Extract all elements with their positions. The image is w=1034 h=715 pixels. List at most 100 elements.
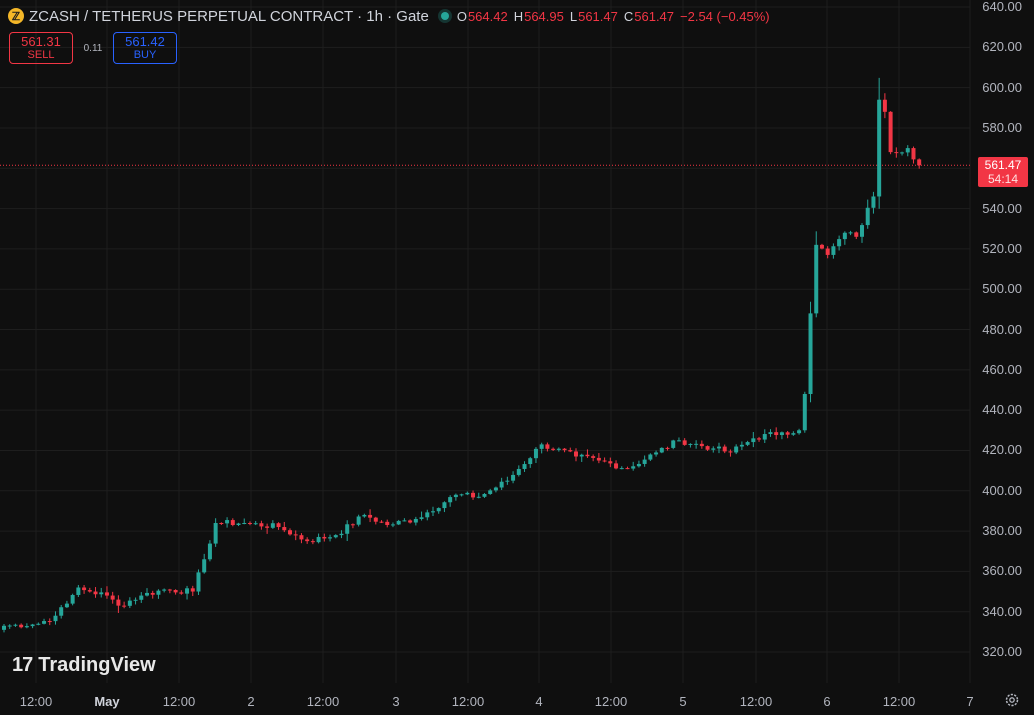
candle-body bbox=[814, 244, 819, 314]
candle-body bbox=[625, 468, 630, 470]
candle-body bbox=[185, 588, 190, 594]
candle-body bbox=[705, 446, 710, 450]
candle-body bbox=[139, 595, 144, 600]
price-tick-label: 340.00 bbox=[982, 603, 1022, 619]
price-tick-label: 460.00 bbox=[982, 361, 1022, 377]
price-tick-label: 440.00 bbox=[982, 402, 1022, 418]
sell-label: SELL bbox=[27, 49, 55, 61]
candle-body bbox=[299, 535, 304, 540]
candle-body bbox=[739, 444, 744, 447]
candle-body bbox=[162, 589, 167, 591]
candle-body bbox=[225, 520, 230, 524]
candlestick-series bbox=[2, 77, 922, 633]
candle-body bbox=[900, 152, 905, 154]
candle-body bbox=[877, 99, 882, 197]
time-tick-label: 2 bbox=[247, 694, 255, 709]
candle-body bbox=[362, 514, 367, 517]
candle-body bbox=[356, 516, 361, 525]
candle-body bbox=[156, 590, 161, 595]
time-tick-label: May bbox=[94, 694, 120, 709]
candle-body bbox=[654, 452, 659, 455]
candle-body bbox=[247, 523, 252, 524]
candle-body bbox=[825, 248, 830, 255]
time-tick-label: 12:00 bbox=[162, 694, 196, 709]
candle-body bbox=[860, 225, 864, 237]
gear-icon[interactable] bbox=[1004, 692, 1020, 708]
candle-body bbox=[7, 625, 12, 627]
candle-body bbox=[694, 443, 699, 445]
candle-body bbox=[648, 454, 653, 460]
time-tick-label: 12:00 bbox=[739, 694, 773, 709]
spread-value: 0.11 bbox=[83, 42, 103, 54]
candle-body bbox=[522, 464, 527, 469]
candle-body bbox=[671, 440, 676, 448]
low-key: L bbox=[569, 8, 578, 24]
candle-body bbox=[122, 605, 127, 607]
candle-body bbox=[797, 430, 802, 434]
time-tick-label: 12:00 bbox=[882, 694, 916, 709]
candle-body bbox=[236, 523, 241, 526]
candle-body bbox=[390, 524, 395, 526]
candle-body bbox=[493, 487, 498, 491]
candle-body bbox=[19, 624, 24, 628]
candle-body bbox=[768, 432, 773, 435]
buy-button[interactable]: 561.42 BUY bbox=[113, 32, 177, 64]
open-key: O bbox=[456, 8, 467, 24]
candle-body bbox=[276, 523, 281, 528]
candle-body bbox=[631, 466, 636, 469]
price-tick-label: 620.00 bbox=[982, 39, 1022, 55]
candle-body bbox=[207, 543, 212, 560]
price-tick-label: 360.00 bbox=[982, 563, 1022, 579]
time-tick-label: 12:00 bbox=[451, 694, 485, 709]
candle-body bbox=[328, 537, 333, 539]
candle-body bbox=[751, 438, 756, 443]
candle-body bbox=[465, 492, 470, 495]
candle-body bbox=[270, 523, 275, 528]
candle-body bbox=[42, 621, 47, 624]
candle-body bbox=[116, 599, 121, 606]
tradingview-logo[interactable]: 17 TradingView bbox=[12, 654, 156, 677]
candle-body bbox=[70, 594, 75, 604]
time-tick-label: 12:00 bbox=[306, 694, 340, 709]
candle-body bbox=[819, 244, 824, 249]
candle-body bbox=[762, 434, 767, 440]
candle-body bbox=[717, 446, 721, 449]
sell-button[interactable]: 561.31 SELL bbox=[9, 32, 73, 64]
candle-body bbox=[476, 496, 481, 498]
candle-body bbox=[699, 443, 704, 447]
candle-body bbox=[202, 559, 207, 573]
candle-body bbox=[419, 517, 424, 519]
candle-body bbox=[150, 592, 155, 595]
price-change: −2.54 (−0.45%) bbox=[680, 8, 770, 24]
buy-price: 561.42 bbox=[125, 34, 165, 49]
candle-body bbox=[888, 111, 893, 153]
symbol-title[interactable]: ZCASH / TETHERUS PERPETUAL CONTRACT · 1h… bbox=[29, 7, 429, 25]
candle-body bbox=[865, 207, 870, 226]
zcash-logo-icon: ℤ bbox=[8, 8, 24, 24]
candle-body bbox=[528, 458, 533, 465]
candle-body bbox=[368, 514, 373, 518]
candle-body bbox=[545, 444, 550, 449]
candle-body bbox=[13, 624, 18, 626]
last-price-value: 561.47 bbox=[984, 158, 1022, 172]
trade-buttons: 561.31 SELL 0.11 561.42 BUY bbox=[9, 32, 177, 64]
candle-body bbox=[562, 448, 567, 451]
candle-body bbox=[431, 511, 435, 513]
candle-body bbox=[596, 457, 601, 461]
candle-body bbox=[917, 159, 922, 166]
candle-body bbox=[505, 480, 510, 482]
candle-body bbox=[30, 624, 35, 627]
tradingview-wordmark: TradingView bbox=[38, 654, 156, 676]
candle-body bbox=[608, 461, 613, 464]
time-tick-label: 3 bbox=[392, 694, 400, 709]
candle-body bbox=[2, 625, 6, 630]
time-tick-label: 4 bbox=[535, 694, 543, 709]
candle-body bbox=[448, 497, 453, 503]
price-tick-label: 320.00 bbox=[982, 644, 1022, 659]
candle-body bbox=[442, 502, 447, 509]
price-tick-label: 480.00 bbox=[982, 321, 1022, 337]
candle-body bbox=[568, 450, 573, 452]
candle-body bbox=[905, 148, 910, 153]
candle-body bbox=[379, 521, 384, 523]
